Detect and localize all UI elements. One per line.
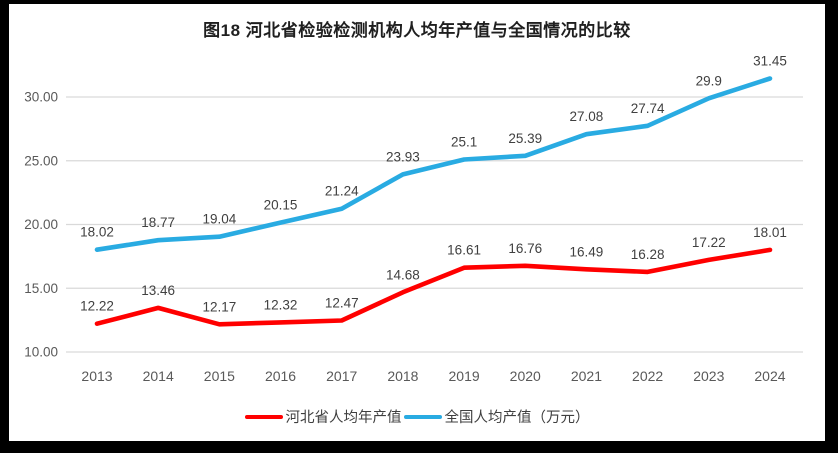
data-label: 27.08 (570, 109, 604, 124)
x-tick-label: 2018 (387, 368, 418, 384)
legend-swatch-red-line (244, 414, 283, 419)
y-tick-label: 10.00 (24, 345, 58, 360)
data-label: 18.01 (753, 225, 787, 240)
legend-swatch-blue-line (403, 414, 442, 419)
data-label: 25.39 (508, 131, 542, 146)
data-label: 12.17 (202, 299, 236, 314)
data-label: 16.61 (447, 243, 481, 258)
x-tick-label: 2015 (204, 368, 235, 384)
legend-item-hebei: 河北省人均年产值 (244, 406, 402, 427)
legend-label-hebei: 河北省人均年产值 (285, 410, 402, 426)
x-tick-label: 2020 (510, 368, 541, 384)
data-label: 16.49 (570, 244, 604, 259)
x-tick-label: 2016 (265, 368, 296, 384)
data-label: 12.47 (325, 296, 359, 311)
data-label: 14.68 (386, 267, 420, 282)
data-label: 29.9 (696, 73, 722, 88)
data-label: 25.1 (451, 134, 477, 149)
chart-legend: 河北省人均年产值 全国人均产值（万元） (9, 406, 825, 427)
y-tick-label: 15.00 (24, 281, 58, 296)
x-tick-label: 2017 (326, 368, 357, 384)
data-label: 16.76 (508, 241, 542, 256)
y-tick-label: 20.00 (24, 217, 58, 232)
data-label: 21.24 (325, 184, 359, 199)
data-label: 12.22 (80, 299, 114, 314)
data-label: 31.45 (753, 54, 787, 69)
y-tick-label: 30.00 (24, 90, 58, 105)
data-label: 18.02 (80, 225, 114, 240)
legend-item-national: 全国人均产值（万元） (403, 406, 590, 427)
data-label: 18.77 (141, 215, 175, 230)
x-tick-label: 2021 (571, 368, 602, 384)
data-label: 20.15 (264, 198, 298, 213)
x-tick-label: 2024 (754, 368, 785, 384)
legend-label-national: 全国人均产值（万元） (444, 410, 590, 426)
x-tick-label: 2013 (81, 368, 112, 384)
data-label: 23.93 (386, 149, 420, 164)
x-tick-label: 2023 (693, 368, 724, 384)
x-tick-label: 2019 (449, 368, 480, 384)
chart-title: 图18 河北省检验检测机构人均年产值与全国情况的比较 (203, 21, 631, 40)
data-label: 27.74 (631, 101, 665, 116)
data-label: 16.28 (631, 247, 665, 262)
y-tick-label: 25.00 (24, 153, 58, 168)
data-label: 17.22 (692, 235, 726, 250)
data-label: 19.04 (202, 212, 236, 227)
series-line-1 (94, 76, 773, 252)
chart-canvas: 图18 河北省检验检测机构人均年产值与全国情况的比较 30.00 25.00 20.… (9, 4, 825, 441)
data-label: 12.32 (264, 297, 298, 312)
x-tick-label: 2022 (632, 368, 663, 384)
data-label: 13.46 (141, 283, 175, 298)
series-line-0 (94, 247, 773, 327)
x-tick-label: 2014 (143, 368, 174, 384)
